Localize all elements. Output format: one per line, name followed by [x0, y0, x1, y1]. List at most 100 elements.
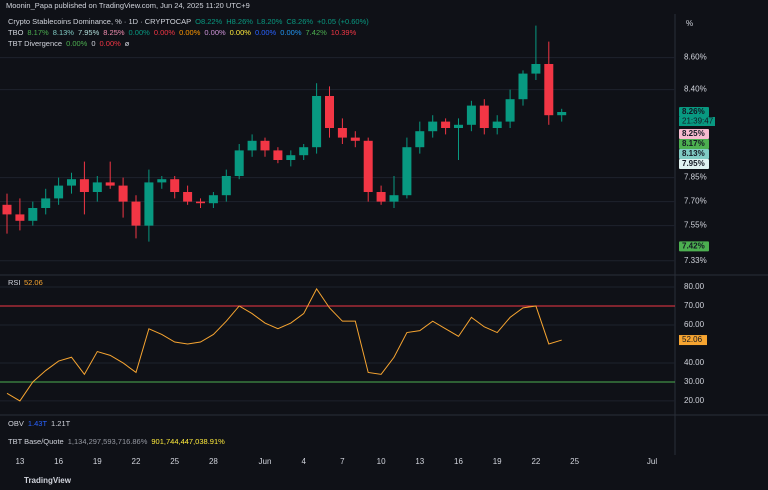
candle-body	[92, 182, 102, 192]
indicator-value: 0.00%	[100, 39, 122, 48]
candle-body	[363, 140, 373, 192]
x-tick-label: 28	[209, 457, 218, 466]
indicator-value: 0.00%	[280, 28, 302, 37]
indicator-value: 0.00%	[66, 39, 88, 48]
price-label-box	[679, 149, 709, 159]
candle-body	[157, 179, 167, 183]
indicator-value: 0.00%	[154, 28, 176, 37]
indicator-value: 10.39%	[331, 28, 357, 37]
ohlc-value: C8.26%	[286, 17, 313, 26]
y-tick-label: 80.00	[684, 282, 705, 291]
candle-body	[337, 128, 347, 138]
x-tick-label: 19	[93, 457, 102, 466]
publisher: Moonin_Papa published on TradingView.com…	[6, 1, 250, 10]
candle-body	[234, 150, 244, 176]
candle-body	[208, 195, 218, 204]
y-tick-label: 8.60%	[684, 53, 707, 62]
candle-body	[15, 214, 25, 221]
indicator-value: 1.21T	[51, 419, 71, 428]
price-label: 8.17%	[682, 139, 705, 148]
indicator-value: 1.43T	[28, 419, 48, 428]
x-tick-label: 13	[15, 457, 24, 466]
price-label-box	[679, 107, 709, 117]
x-tick-label: 16	[454, 457, 463, 466]
y-tick-label: 8.40%	[684, 85, 707, 94]
candle-body	[454, 124, 463, 128]
indicator-value: 0.00%	[255, 28, 277, 37]
price-label-box	[679, 241, 709, 252]
currency: %	[686, 19, 693, 28]
rsi-line	[6, 287, 562, 402]
candle-body	[415, 131, 425, 148]
indicator-value: 0.00%	[179, 28, 201, 37]
y-tick-label: 7.55%	[684, 221, 707, 230]
x-tick-label: 25	[170, 457, 179, 466]
candle-body	[325, 96, 334, 128]
price-label-box	[679, 159, 709, 169]
indicator-value: 1,134,297,593,716.86%	[68, 437, 148, 446]
indicator-value: 0.00%	[204, 28, 226, 37]
indicator-value: 7.95%	[78, 28, 100, 37]
x-tick-label: 13	[415, 457, 424, 466]
y-tick-label: 7.70%	[684, 197, 707, 206]
candle-body	[221, 176, 231, 196]
candle-body	[479, 105, 489, 128]
rsi-name: RSI	[8, 278, 21, 287]
x-tick-label: 7	[340, 457, 345, 466]
symbol-name: Crypto Stablecoins Dominance, % · 1D · C…	[8, 17, 191, 26]
candle-body	[183, 192, 193, 202]
price-label-box	[679, 129, 709, 139]
candle-body	[557, 112, 567, 116]
y-tick-label: 7.85%	[684, 173, 707, 182]
ohlc-value: O8.22%	[195, 17, 222, 26]
y-tick-label: 20.00	[684, 396, 705, 405]
indicator-value: ø	[125, 39, 130, 48]
candle-body	[441, 121, 451, 128]
y-tick-label: 30.00	[684, 377, 705, 386]
price-label: 7.95%	[682, 159, 705, 168]
candle-body	[260, 140, 270, 151]
ohlc-value: L8.20%	[257, 17, 283, 26]
x-tick-label: Jun	[259, 457, 272, 466]
x-tick-label: Jul	[647, 457, 657, 466]
candle-body	[41, 198, 51, 208]
ohlc-value: +0.05 (+0.60%)	[317, 17, 369, 26]
candle-body	[518, 73, 528, 100]
candle-body	[544, 64, 554, 116]
candle-body	[492, 121, 502, 128]
indicator-value: 901,744,447,038.91%	[151, 437, 225, 446]
y-tick-label: 7.33%	[684, 256, 707, 265]
indicator-value: 8.17%	[27, 28, 49, 37]
candle-body	[531, 64, 541, 74]
candle-body	[131, 201, 141, 226]
price-label: 8.13%	[682, 149, 705, 158]
footer-brand: TradingView	[24, 476, 72, 485]
indicator-name: TBT Base/Quote	[8, 437, 64, 446]
indicator-value: 8.13%	[53, 28, 75, 37]
candle-body	[389, 195, 399, 202]
price-label: 7.42%	[682, 242, 705, 251]
candle-body	[428, 121, 438, 132]
x-tick-label: 4	[301, 457, 306, 466]
indicator-name: OBV	[8, 419, 24, 428]
candle-body	[196, 201, 205, 204]
candle-body	[105, 182, 115, 186]
indicator-name: TBT Divergence	[8, 39, 62, 48]
candle-body	[144, 182, 154, 226]
x-tick-label: 19	[493, 457, 502, 466]
candle-body	[299, 147, 309, 156]
candle-body	[376, 192, 386, 202]
price-label-box	[679, 139, 709, 149]
candle-body	[79, 179, 89, 192]
last-value-box	[679, 335, 707, 346]
candle-body	[350, 137, 360, 141]
price-label: 8.26%	[682, 107, 705, 116]
y-tick-label: 60.00	[684, 320, 705, 329]
indicator-name: TBO	[8, 28, 24, 37]
countdown: 21:39:47	[682, 117, 714, 126]
indicator-value: 0.00%	[230, 28, 252, 37]
y-tick-label: 40.00	[684, 358, 705, 367]
x-tick-label: 22	[531, 457, 540, 466]
